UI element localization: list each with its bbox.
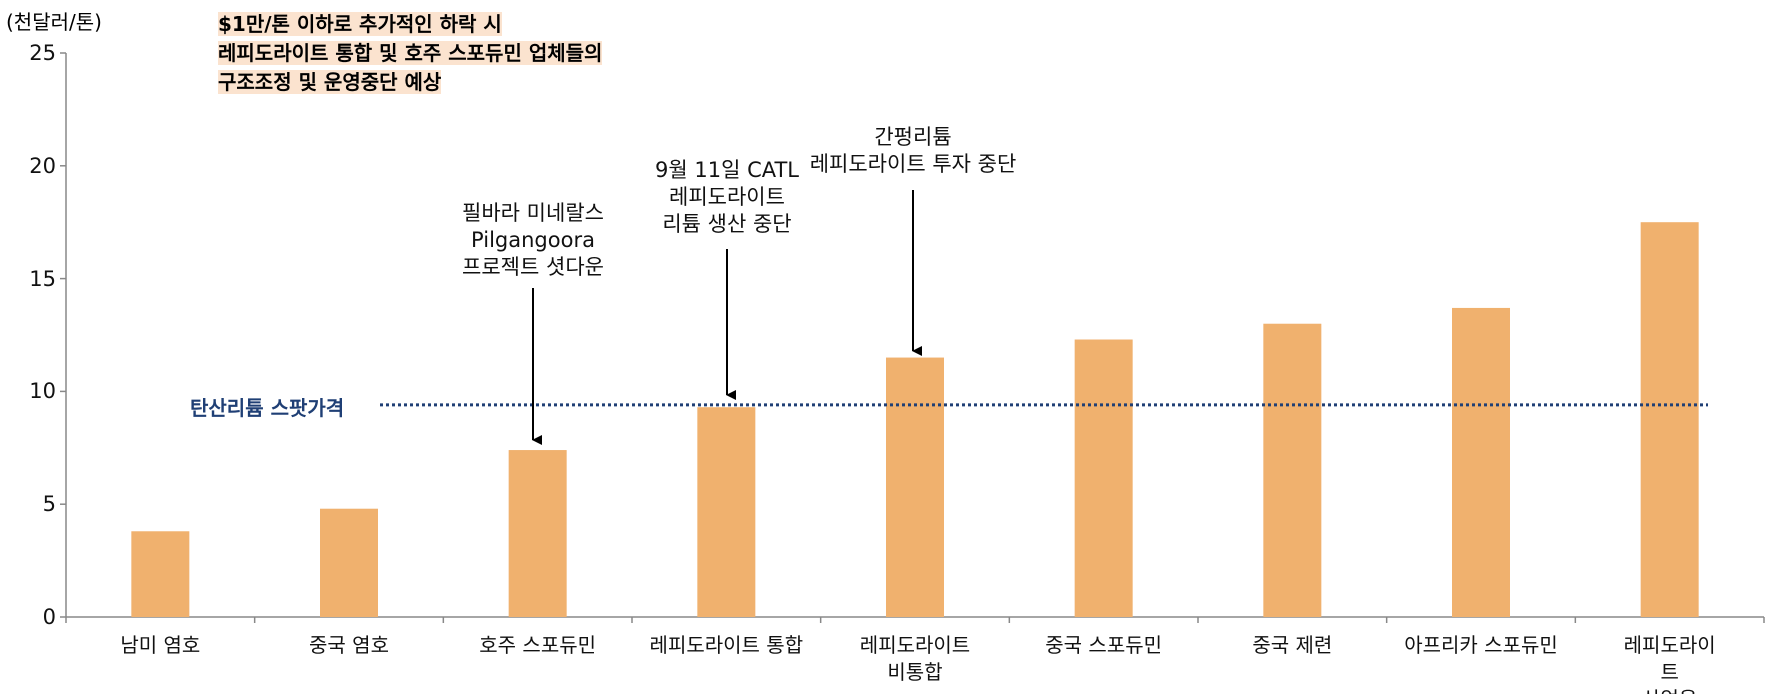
annotation: 필바라 미네랄스 Pilgangoora 프로젝트 셧다운 bbox=[462, 201, 604, 279]
y-tick-label: 15 bbox=[29, 266, 56, 291]
bar bbox=[697, 407, 756, 617]
x-tick-label: 중국 염호 bbox=[309, 633, 389, 657]
annotation: 간펑리튬 레피도라이트 투자 중단 bbox=[809, 125, 1017, 176]
title-text: $1만/톤 이하로 추가적인 하락 시 레피도라이트 통합 및 호주 스포듀민 … bbox=[218, 12, 603, 94]
annotation: 9월 11일 CATL 레피도라이트 리튬 생산 중단 bbox=[655, 158, 799, 236]
bar bbox=[1074, 339, 1133, 617]
bar bbox=[886, 357, 944, 617]
chart-title: $1만/톤 이하로 추가적인 하락 시 레피도라이트 통합 및 호주 스포듀민 … bbox=[218, 10, 603, 97]
x-tick-label: 중국 제련 bbox=[1252, 633, 1333, 657]
bar bbox=[1640, 222, 1699, 617]
y-tick-label: 5 bbox=[42, 492, 56, 517]
x-tick-label: 중국 스포듀민 bbox=[1045, 633, 1163, 657]
bar bbox=[131, 531, 190, 617]
y-tick-label: 10 bbox=[29, 379, 56, 404]
bar bbox=[1452, 307, 1510, 617]
bar bbox=[1263, 323, 1322, 617]
x-tick-label: 레피도라이트 산업용 bbox=[1623, 633, 1716, 694]
reference-label: 탄산리튬 스팟가격 bbox=[190, 396, 345, 420]
x-tick-label: 레피도라이트 통합 bbox=[649, 633, 804, 657]
x-tick-label: 아프리카 스포듀민 bbox=[1404, 633, 1558, 657]
x-tick-label: 레피도라이트 비통합 bbox=[859, 633, 971, 684]
y-tick-label: 0 bbox=[42, 605, 56, 629]
y-tick-label: 20 bbox=[29, 153, 56, 178]
y-tick-label: 25 bbox=[29, 41, 56, 65]
x-tick-label: 남미 염호 bbox=[120, 633, 201, 657]
y-axis-unit: (천달러/톤) bbox=[6, 10, 102, 34]
x-tick-label: 호주 스포듀민 bbox=[479, 633, 597, 657]
bar bbox=[320, 508, 378, 617]
bar bbox=[508, 450, 567, 617]
